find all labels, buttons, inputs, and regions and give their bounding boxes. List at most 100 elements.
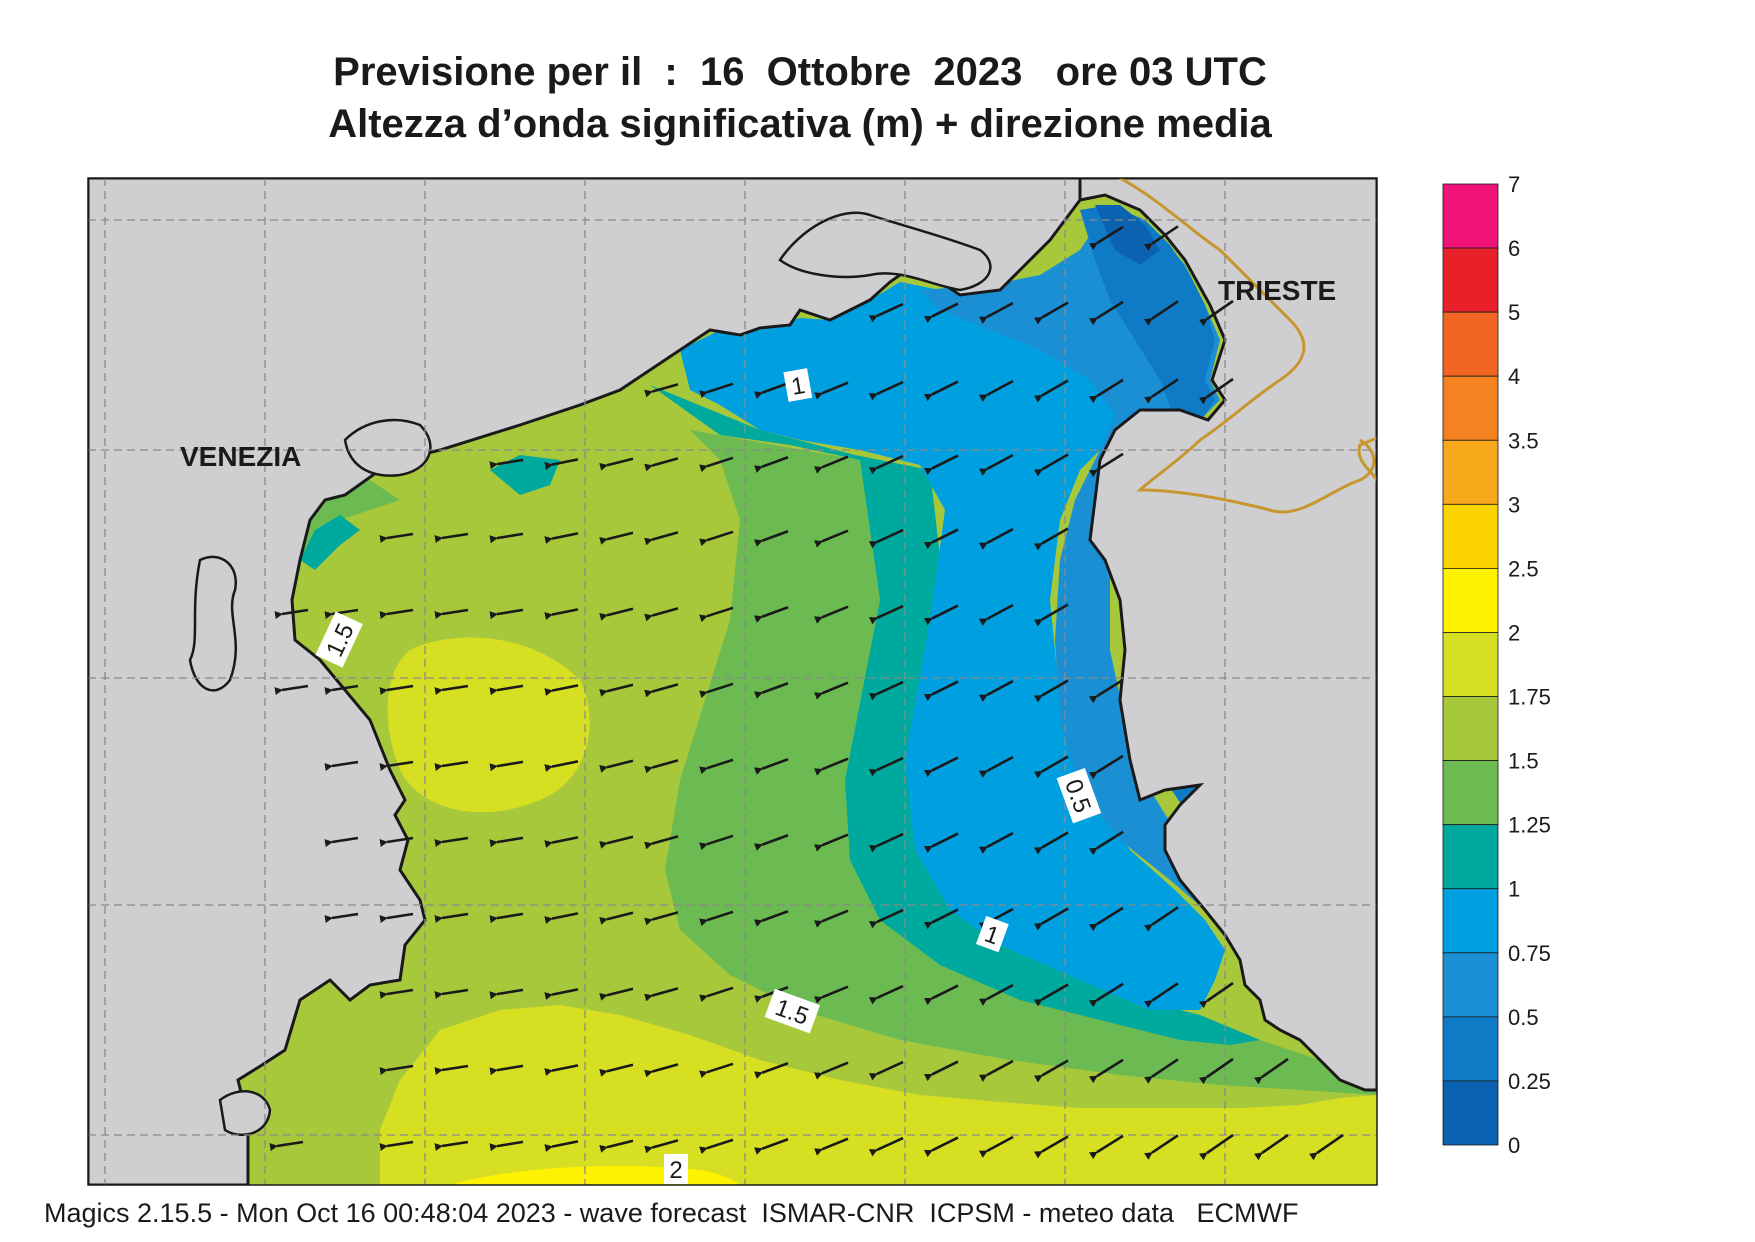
wave-direction-arrows bbox=[269, 225, 1344, 1161]
wave-arrow bbox=[379, 532, 414, 544]
wave-arrow bbox=[644, 457, 679, 472]
colorbar-swatch bbox=[1442, 1080, 1499, 1146]
wave-arrow bbox=[1143, 378, 1179, 404]
wave-arrow bbox=[923, 380, 959, 402]
wave-arrow bbox=[699, 382, 734, 399]
wave-arrow bbox=[489, 684, 524, 696]
wave-arrow bbox=[978, 755, 1014, 778]
wave-arrow bbox=[923, 756, 959, 778]
wave-arrow bbox=[814, 909, 849, 928]
wave-arrow bbox=[923, 302, 959, 324]
wave-arrow bbox=[699, 682, 734, 699]
wave-arrow bbox=[814, 529, 849, 548]
wave-arrow bbox=[868, 528, 904, 549]
wave-arrow bbox=[923, 1060, 959, 1082]
wave-arrow bbox=[269, 1140, 304, 1152]
wave-arrow bbox=[699, 910, 734, 927]
wave-arrow bbox=[923, 832, 959, 854]
land-istria bbox=[1078, 178, 1377, 1092]
wave-arrow bbox=[868, 302, 904, 323]
wave-arrow bbox=[644, 1063, 679, 1078]
wave-arrow bbox=[699, 606, 734, 623]
wave-arrow bbox=[1088, 300, 1124, 326]
wave-arrow bbox=[1088, 225, 1124, 251]
wave-arrow bbox=[644, 759, 679, 774]
wave-arrow bbox=[544, 988, 579, 1000]
wave-arrow bbox=[868, 756, 904, 777]
wave-arrow bbox=[274, 608, 309, 620]
wave-arrow bbox=[544, 532, 579, 544]
colorbar-label: 1.75 bbox=[1508, 685, 1551, 710]
wave-arrow bbox=[379, 836, 414, 848]
wave-arrow bbox=[754, 758, 789, 775]
wave-arrow bbox=[489, 988, 524, 1000]
wave-arrow bbox=[868, 604, 904, 625]
forecast-date-title: Previsione per il : 16 Ottobre 2023 ore … bbox=[333, 50, 1267, 94]
wave-arrow bbox=[978, 1059, 1014, 1082]
wave-zone-0-5-0-75 bbox=[920, 215, 1220, 910]
wave-arrow bbox=[868, 908, 904, 929]
wave-arrow bbox=[814, 985, 849, 1004]
colorbar-swatch bbox=[1442, 632, 1499, 697]
wave-arrow bbox=[699, 758, 734, 775]
footer-credits: Magics 2.15.5 - Mon Oct 16 00:48:04 2023… bbox=[44, 1198, 1299, 1228]
wave-arrow bbox=[599, 759, 634, 773]
wave-arrow bbox=[434, 1140, 469, 1152]
wave-arrow bbox=[489, 760, 524, 772]
friuli-coast-detail bbox=[778, 211, 992, 292]
colorbar-swatch bbox=[1442, 503, 1499, 569]
wave-arrow bbox=[868, 832, 904, 853]
wave-arrow bbox=[1198, 981, 1234, 1009]
wave-arrow bbox=[1033, 755, 1069, 779]
svg-text:1: 1 bbox=[789, 372, 807, 401]
wave-arrow bbox=[434, 684, 469, 696]
wave-zone-1-25-1-5 bbox=[665, 430, 1377, 1095]
wave-arrow bbox=[923, 908, 959, 930]
wave-arrow bbox=[1088, 906, 1124, 932]
wave-arrow bbox=[544, 836, 579, 848]
wave-arrow bbox=[814, 757, 849, 776]
wave-arrow bbox=[599, 1139, 634, 1153]
wave-arrow bbox=[1143, 300, 1179, 326]
wave-arrow bbox=[379, 684, 414, 696]
wave-arrow bbox=[868, 1060, 904, 1081]
wave-arrow bbox=[1198, 1057, 1234, 1085]
wave-zone-0-75-1 bbox=[680, 282, 1225, 1010]
colorbar-label: 1 bbox=[1508, 877, 1520, 902]
wave-arrow bbox=[814, 605, 849, 624]
wave-arrow bbox=[1088, 982, 1124, 1008]
contour-label: 2 bbox=[664, 1154, 688, 1184]
colorbar-swatch bbox=[1442, 375, 1499, 441]
wave-arrow bbox=[644, 383, 679, 398]
wave-arrow bbox=[1088, 1134, 1124, 1160]
lagoon-coast-detail-2 bbox=[343, 418, 432, 477]
wave-arrow bbox=[1088, 378, 1124, 404]
colorbar-swatch bbox=[1442, 183, 1499, 249]
wave-zone-1-75-2-south bbox=[380, 1005, 1377, 1185]
wave-arrow bbox=[1033, 379, 1069, 403]
wave-arrow bbox=[434, 760, 469, 772]
wave-arrow bbox=[274, 684, 309, 696]
wave-zone-1-75-2-west bbox=[387, 637, 590, 813]
wave-arrow bbox=[868, 454, 904, 475]
wave-arrow bbox=[699, 530, 734, 547]
map-frame bbox=[87, 177, 1378, 1186]
wave-arrow bbox=[1198, 299, 1234, 327]
wave-arrow bbox=[1143, 982, 1179, 1008]
wave-arrow bbox=[379, 760, 414, 772]
variable-title: Altezza d’onda significativa (m) + direz… bbox=[328, 102, 1272, 146]
wave-arrow bbox=[814, 381, 849, 400]
wave-arrow bbox=[544, 912, 579, 924]
wave-arrow bbox=[978, 1135, 1014, 1158]
wave-arrow bbox=[923, 604, 959, 626]
wave-arrow bbox=[489, 1064, 524, 1076]
wave-arrow bbox=[644, 531, 679, 546]
wave-arrow bbox=[978, 453, 1014, 476]
wave-arrow bbox=[599, 457, 634, 471]
wave-arrow bbox=[978, 527, 1014, 550]
wave-arrow bbox=[489, 458, 524, 470]
wave-arrow bbox=[544, 684, 579, 696]
wave-arrow bbox=[1033, 527, 1069, 551]
wave-arrow bbox=[489, 836, 524, 848]
